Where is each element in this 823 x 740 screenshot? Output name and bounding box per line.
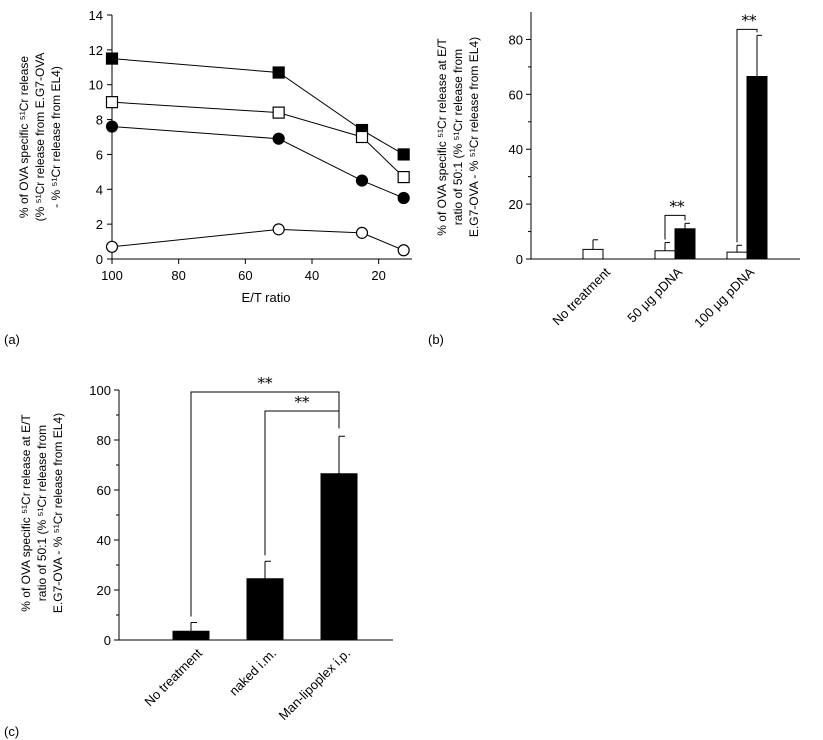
bar <box>746 75 768 260</box>
series-line <box>111 126 404 199</box>
y-tick-label: 14 <box>89 8 103 23</box>
y-tick-label: 60 <box>97 483 111 498</box>
panel-c-y-label: % of OVA specific ⁵¹Cr release at E/T ra… <box>19 413 65 613</box>
panel-a-series <box>105 52 410 257</box>
panel-b: (b) 0 20 40 60 80 ** ** No treatment 50 μg pDN… <box>428 11 800 347</box>
significance-bracket <box>736 28 758 243</box>
panel-c-y-ticks: 0 20 40 60 80 100 <box>89 383 119 648</box>
data-point-circle <box>355 226 369 239</box>
series-line <box>111 58 404 155</box>
series-line <box>111 101 405 178</box>
panel-a-x-label: E/T ratio <box>242 290 291 305</box>
bar <box>726 251 748 260</box>
y-tick-label: 10 <box>89 78 103 93</box>
data-point-circle <box>272 223 285 236</box>
y-tick-label: 6 <box>96 147 103 162</box>
y-tick-label: 80 <box>97 433 111 448</box>
x-tick-label: 40 <box>305 268 319 283</box>
category-label: naked i.m. <box>226 646 279 699</box>
panel-c-y-label-line-3: E.G7-OVA - % ⁵¹Cr release from EL4) <box>51 413 65 613</box>
panel-c-categories: No treatment naked i.m.Man-lipoplex i.p. <box>141 645 353 723</box>
panel-b-significance: ** ** <box>664 11 758 243</box>
panel-c-label: (c) <box>4 724 19 739</box>
x-tick-label: 80 <box>171 268 185 283</box>
panel-a-y-label-line-1: % of OVA specific ⁵¹Cr release <box>17 56 31 218</box>
bar <box>674 228 696 260</box>
data-point-circle <box>397 244 410 257</box>
significance-bracket <box>190 391 340 617</box>
y-tick-label: 0 <box>96 252 103 267</box>
bar <box>654 250 676 260</box>
y-tick-label: 100 <box>89 383 111 398</box>
data-point-square <box>397 170 410 184</box>
panel-a-label: (a) <box>4 332 20 347</box>
panel-c: (c) 0 20 40 60 80 100 ** ** No treatment naked … <box>4 374 393 739</box>
data-point-square <box>105 52 119 65</box>
panel-a: (a) 0 2 4 6 8 10 12 14 100 80 60 40 20 E/T ratio % … <box>4 8 412 347</box>
category-label: Man-lipoplex i.p. <box>276 646 354 724</box>
series-line <box>111 228 404 251</box>
significance-label: ** <box>670 197 686 215</box>
panel-c-y-label-line-2: ratio of 50:1 (% ⁵¹Cr release from <box>35 425 49 601</box>
panel-a-y-label: % of OVA specific ⁵¹Cr release (% ⁵¹Cr r… <box>17 53 63 222</box>
panel-a-y-label-line-2: (% ⁵¹Cr release from E.G7-OVA <box>33 53 47 222</box>
data-point-square <box>272 66 285 79</box>
bar <box>246 578 284 641</box>
significance-label: ** <box>295 393 311 411</box>
x-tick-label: 20 <box>371 268 385 283</box>
y-tick-label: 4 <box>96 182 103 197</box>
panel-b-y-label: % of OVA specific ⁵¹Cr release at E/T ra… <box>435 37 481 237</box>
y-tick-label: 20 <box>509 197 523 212</box>
y-tick-label: 20 <box>97 583 111 598</box>
y-tick-label: 0 <box>516 252 523 267</box>
panel-b-categories: No treatment 50 μg pDNA 100 μg pDNA <box>549 264 757 330</box>
y-tick-label: 80 <box>509 32 523 47</box>
panel-b-y-label-line-2: ratio of 50:1 (% ⁵¹Cr release from <box>451 49 465 225</box>
category-label: 50 μg pDNA <box>624 264 685 325</box>
panel-b-y-label-line-1: % of OVA specific ⁵¹Cr release at E/T <box>435 38 449 236</box>
panel-a-y-label-line-3: - % ⁵¹Cr release from EL4) <box>49 66 63 208</box>
x-tick-label: 60 <box>238 268 252 283</box>
significance-label: ** <box>742 11 758 29</box>
data-point-circle <box>397 191 410 205</box>
category-label: 100 μg pDNA <box>691 264 757 330</box>
bar <box>172 630 210 641</box>
x-tick-label: 100 <box>101 268 123 283</box>
significance-bracket <box>264 410 340 556</box>
y-tick-label: 2 <box>96 217 103 232</box>
panel-b-label: (b) <box>428 332 444 347</box>
data-point-circle <box>105 240 119 253</box>
category-label: No treatment <box>141 645 205 709</box>
data-point-square <box>105 96 119 109</box>
data-point-circle <box>105 120 119 133</box>
bar <box>582 248 604 260</box>
significance-label: ** <box>258 374 274 392</box>
data-point-circle <box>355 174 369 187</box>
data-point-square <box>355 130 369 144</box>
significance-bracket <box>664 214 686 240</box>
y-tick-label: 60 <box>509 87 523 102</box>
bar <box>320 473 358 641</box>
data-point-circle <box>272 132 285 145</box>
panel-b-y-label-line-3: E.G7-OVA - % ⁵¹Cr release from EL4) <box>467 37 481 237</box>
panel-a-x-ticks: 100 80 60 40 20 <box>101 259 386 283</box>
data-point-square <box>397 148 410 161</box>
panel-c-y-label-line-1: % of OVA specific ⁵¹Cr release at E/T <box>19 414 33 612</box>
y-tick-label: 12 <box>89 43 103 58</box>
data-point-square <box>272 106 285 119</box>
panel-b-y-ticks: 0 20 40 60 80 <box>509 32 531 267</box>
y-tick-label: 40 <box>97 533 111 548</box>
y-tick-label: 40 <box>509 142 523 157</box>
y-tick-label: 0 <box>104 633 111 648</box>
category-label: No treatment <box>549 264 613 328</box>
panel-c-significance: ** ** <box>190 374 340 617</box>
panel-b-bars <box>582 34 768 260</box>
panel-a-y-ticks: 0 2 4 6 8 10 12 14 <box>89 8 112 267</box>
panel-c-bars <box>172 435 358 641</box>
y-tick-label: 8 <box>96 113 103 128</box>
